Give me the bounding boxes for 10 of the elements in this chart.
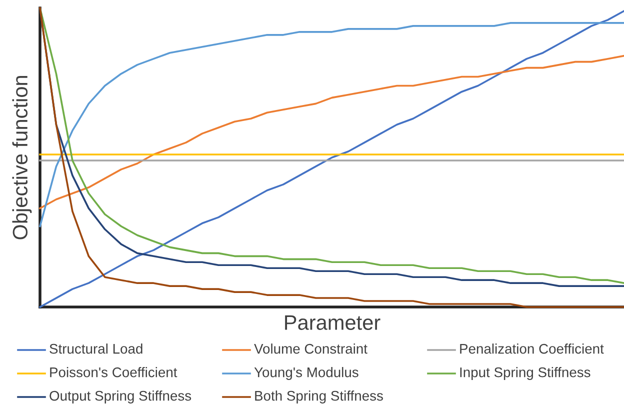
x-axis-title: Parameter [285,315,380,330]
legend-label: Structural Load [50,344,142,354]
legend-label: Output Spring Stiffness [50,390,192,404]
legend-label: Poisson's Coefficient [50,367,178,378]
legend-label: Volume Constraint [254,344,368,354]
legend-label: Both Spring Stiffness [255,390,383,404]
legend-label: Input Spring Stiffness [460,367,590,380]
legend-label: Young's Modulus [254,367,358,380]
y-axis-title: Objective function [12,76,32,240]
legend-label: Penalization Coefficient [460,344,604,354]
